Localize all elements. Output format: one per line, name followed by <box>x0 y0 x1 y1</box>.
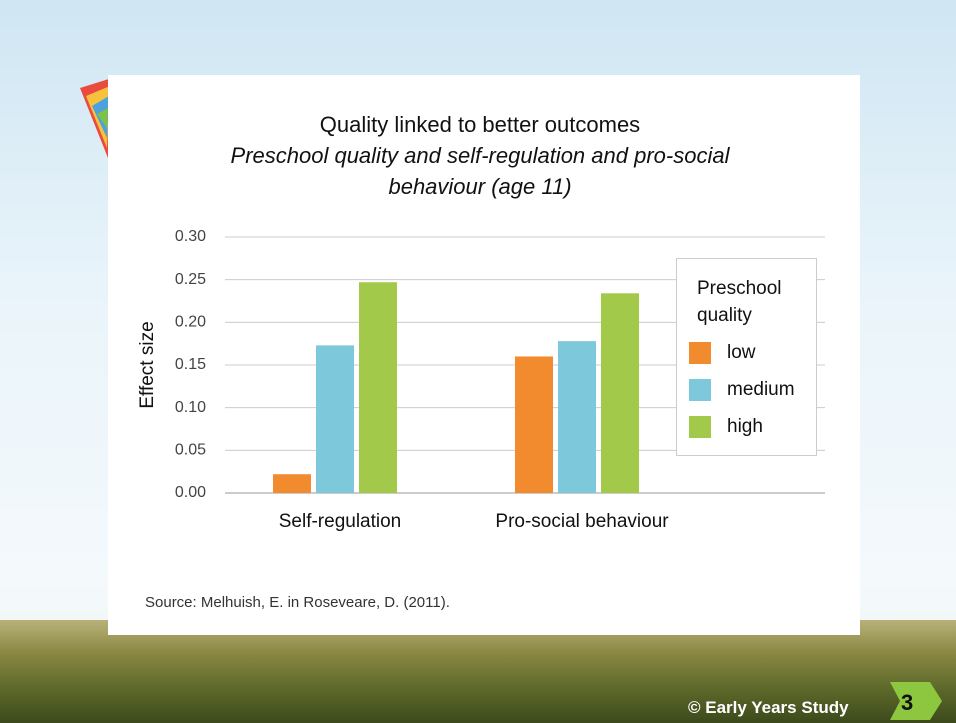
source-note: Source: Melhuish, E. in Roseveare, D. (2… <box>145 594 450 611</box>
y-tick-label: 0.15 <box>175 356 206 373</box>
y-tick-label: 0.05 <box>175 442 206 459</box>
chart-subtitle: Preschool quality and self-regulation an… <box>230 140 730 202</box>
legend-label: high <box>727 416 763 437</box>
y-axis-label: Effect size <box>137 321 158 408</box>
legend-title: Preschool quality <box>697 275 807 329</box>
bar <box>515 356 553 493</box>
legend-item: low <box>689 342 756 368</box>
legend-swatch <box>689 342 711 364</box>
y-tick-label: 0.00 <box>175 484 206 501</box>
footer-arrow <box>880 680 950 722</box>
legend-label: medium <box>727 379 795 400</box>
slide-number: 3 <box>901 690 913 716</box>
legend-item: medium <box>689 379 795 405</box>
bar <box>601 293 639 493</box>
legend-swatch <box>689 379 711 401</box>
bar <box>558 341 596 493</box>
y-tick-label: 0.20 <box>175 314 206 331</box>
x-tick-label: Self-regulation <box>279 511 402 532</box>
chart-title: Quality linked to better outcomes <box>230 110 730 140</box>
legend-label: low <box>727 342 756 363</box>
bar <box>273 474 311 493</box>
slide: Effect size 0.00 0.05 0.10 0.15 0.20 0.25 0.30… <box>0 0 956 723</box>
bar <box>359 282 397 493</box>
y-tick-label: 0.30 <box>175 228 206 245</box>
y-tick-label: 0.25 <box>175 271 206 288</box>
y-tick-label: 0.10 <box>175 399 206 416</box>
bar <box>316 345 354 493</box>
legend: Preschool quality low medium high <box>676 258 817 456</box>
legend-item: high <box>689 416 763 442</box>
footer-text: © Early Years Study <box>688 698 849 718</box>
x-tick-label: Pro-social behaviour <box>495 511 669 532</box>
legend-swatch <box>689 416 711 438</box>
